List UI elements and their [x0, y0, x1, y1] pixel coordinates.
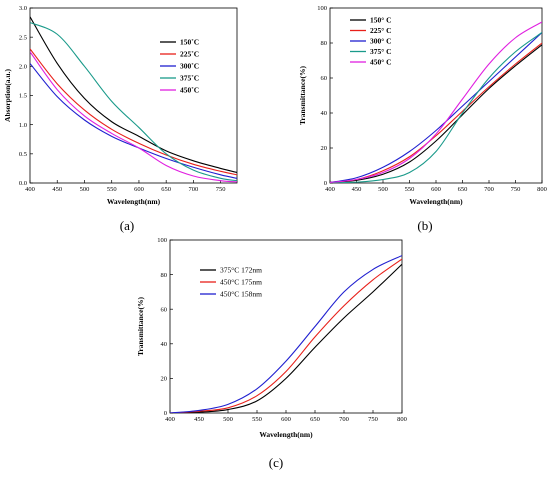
x-tick-label: 600: [134, 186, 144, 193]
series-group: [330, 21, 542, 183]
series-line: [330, 32, 542, 183]
x-tick-label: 650: [310, 416, 320, 423]
y-tick-label: 60: [161, 306, 168, 313]
panel-label-b: (b): [417, 218, 432, 233]
y-tick-label: 40: [321, 110, 328, 117]
series-line: [330, 32, 542, 183]
y-tick-label: 80: [161, 272, 168, 279]
panel-label-a: (a): [120, 218, 134, 233]
x-tick-label: 600: [431, 186, 441, 193]
x-tick-label: 600: [281, 416, 291, 423]
series-line: [330, 44, 542, 183]
legend-label: 225˚C: [180, 50, 199, 59]
y-tick-label: 0.5: [19, 151, 27, 158]
x-tick-label: 400: [25, 186, 35, 193]
x-tick-label: 550: [405, 186, 415, 193]
x-tick-label: 550: [252, 416, 262, 423]
legend-label: 450˚C: [180, 86, 199, 95]
legend-label: 450° C: [370, 58, 392, 67]
y-tick-label: 100: [157, 237, 167, 244]
y-tick-label: 2.5: [19, 34, 27, 41]
x-tick-label: 500: [223, 416, 233, 423]
legend-label: 300° C: [370, 37, 392, 46]
y-tick-label: 1.0: [19, 122, 27, 129]
legend-label: 450°C 158nm: [220, 290, 262, 299]
x-tick-label: 500: [378, 186, 388, 193]
y-tick-label: 2.0: [19, 64, 27, 71]
x-axis-title: Wavelength(nm): [259, 430, 313, 439]
y-tick-label: 80: [321, 40, 328, 47]
legend-label: 375° C: [370, 47, 392, 56]
series-line: [170, 263, 402, 413]
x-tick-label: 650: [161, 186, 171, 193]
x-tick-label: 750: [511, 186, 521, 193]
panel-c: 400 450 500 550 600 650 700 750 800 0 20 40 60 80 100 W…: [136, 237, 407, 439]
panel-a: 400 450 500 550 600 650 700 750 0.0 0.5 1.0 1.5 2.0 2…: [3, 5, 238, 206]
series-line: [30, 51, 237, 183]
x-tick-label: 700: [484, 186, 494, 193]
legend-label: 375˚C: [180, 74, 199, 83]
y-tick-label: 60: [321, 75, 328, 82]
x-tick-label: 500: [80, 186, 90, 193]
plot-frame: [329, 7, 543, 184]
y-axis-title: Transmittance(%): [298, 65, 307, 125]
y-tick-label: 3.0: [19, 5, 27, 12]
y-axis-title: Transmittance(%): [136, 296, 145, 356]
series-group: [170, 255, 402, 413]
panel-b: 400 450 500 550 600 650 700 750 800 0 20 40 60 80 100 W…: [298, 5, 547, 206]
x-tick-label: 650: [458, 186, 468, 193]
y-tick-label: 20: [321, 145, 328, 152]
x-tick-label: 750: [216, 186, 226, 193]
y-tick-label: 100: [317, 5, 327, 12]
legend-label: 150° C: [370, 16, 392, 25]
legend-label: 150˚C: [180, 38, 199, 47]
x-tick-label: 750: [368, 416, 378, 423]
plot-frame: [169, 239, 403, 414]
y-tick-label: 0: [164, 410, 167, 417]
y-tick-label: 1.5: [19, 93, 27, 100]
y-tick-label: 40: [161, 341, 168, 348]
series-line: [30, 48, 237, 176]
x-tick-label: 700: [339, 416, 349, 423]
series-line: [30, 22, 237, 182]
series-group: [30, 16, 237, 183]
x-tick-label: 800: [397, 416, 407, 423]
series-line: [330, 42, 542, 183]
x-axis-title: Wavelength(nm): [107, 197, 161, 206]
x-tick-label: 800: [537, 186, 547, 193]
legend-label: 375°C 172nm: [220, 266, 262, 275]
panel-label-c: (c): [269, 455, 283, 470]
plot-frame: [29, 7, 238, 184]
x-tick-label: 400: [165, 416, 175, 423]
x-tick-label: 450: [194, 416, 204, 423]
y-tick-label: 0: [324, 180, 327, 187]
series-line: [330, 21, 542, 183]
legend-label: 300˚C: [180, 62, 199, 71]
legend-label: 450°C 175nm: [220, 278, 262, 287]
y-tick-label: 20: [161, 376, 168, 383]
legend-label: 225° C: [370, 26, 392, 35]
series-line: [170, 255, 402, 413]
x-tick-label: 550: [107, 186, 117, 193]
y-axis-title: Absorption(a.u.): [3, 69, 12, 122]
x-tick-label: 450: [352, 186, 362, 193]
series-line: [30, 16, 237, 174]
x-tick-label: 700: [189, 186, 199, 193]
x-tick-label: 400: [325, 186, 335, 193]
series-line: [170, 258, 402, 413]
y-tick-label: 0.0: [19, 180, 27, 187]
x-axis-title: Wavelength(nm): [409, 197, 463, 206]
x-tick-label: 450: [52, 186, 62, 193]
series-line: [30, 63, 237, 179]
